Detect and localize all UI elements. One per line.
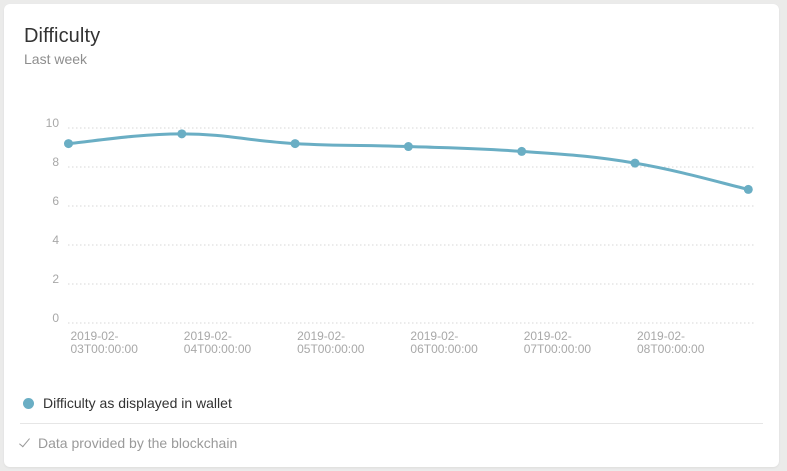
data-point <box>290 139 300 149</box>
legend-label: Difficulty as displayed in wallet <box>43 395 232 411</box>
y-tick-label: 10 <box>46 116 60 130</box>
data-point <box>64 139 73 149</box>
y-axis-ticks: 0 2 4 6 8 10 <box>46 116 60 325</box>
x-tick-label: 2019-02-07T00:00:00 <box>524 329 592 356</box>
legend-marker <box>23 397 34 409</box>
grid-lines <box>68 127 754 324</box>
data-point <box>743 184 753 194</box>
chart-card: Difficulty Last week 0 2 4 6 8 10 2019-02-03T… <box>4 4 779 467</box>
footer: Data provided by the blockchain <box>19 435 237 451</box>
x-tick-label: 2019-02-04T00:00:00 <box>184 329 252 356</box>
footer-divider <box>20 423 763 424</box>
x-tick-label: 2019-02-05T00:00:00 <box>297 329 365 356</box>
x-tick-label: 2019-02-03T00:00:00 <box>71 329 139 356</box>
y-tick-label: 2 <box>52 272 59 286</box>
y-tick-label: 6 <box>52 194 59 208</box>
y-tick-label: 4 <box>52 233 59 247</box>
data-point <box>177 129 187 139</box>
y-tick-label: 8 <box>52 155 59 169</box>
line-chart: 0 2 4 6 8 10 2019-02-03T00:00:00 2019-02-04T00… <box>46 116 754 356</box>
card-subtitle: Last week <box>24 51 88 67</box>
series-layer <box>64 129 753 194</box>
data-point <box>517 146 527 156</box>
check-icon <box>19 436 31 450</box>
x-tick-label: 2019-02-08T00:00:00 <box>637 329 705 356</box>
x-tick-label: 2019-02-06T00:00:00 <box>410 329 478 356</box>
card-title: Difficulty <box>24 25 101 47</box>
legend[interactable]: Difficulty as displayed in wallet <box>23 395 232 411</box>
footer-text: Data provided by the blockchain <box>38 435 238 451</box>
data-point <box>403 142 413 152</box>
x-axis-ticks: 2019-02-03T00:00:00 2019-02-04T00:00:00 20… <box>71 329 705 356</box>
y-tick-label: 0 <box>52 311 59 325</box>
data-point <box>630 158 640 168</box>
